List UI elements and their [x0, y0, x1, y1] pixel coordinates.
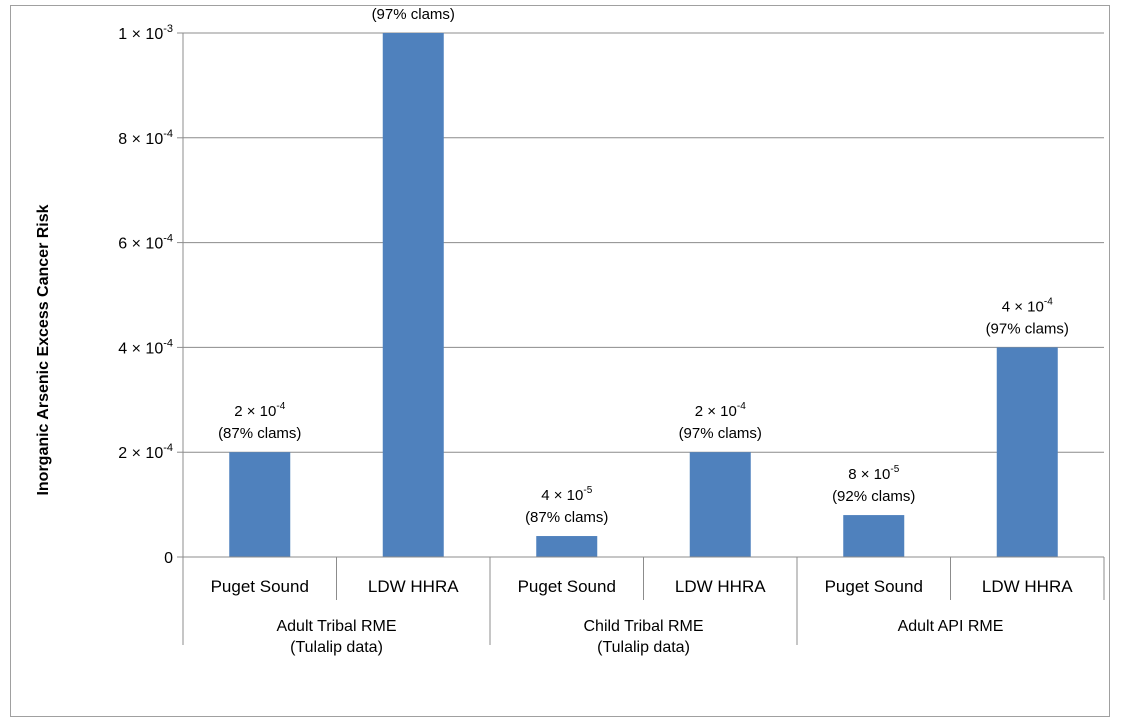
data-label-value: 4 × 10-4: [1002, 296, 1053, 315]
category-label: LDW HHRA: [982, 577, 1073, 596]
bar: [689, 452, 751, 557]
data-label-note: (87% clams): [525, 509, 608, 526]
y-tick-label: 0: [164, 550, 173, 567]
data-label-value: 8 × 10-5: [848, 464, 899, 483]
y-tick-label: 1 × 10-3: [118, 23, 173, 43]
category-label: Puget Sound: [211, 577, 309, 596]
data-label-value: 4 × 10-5: [541, 485, 592, 504]
bars: [229, 33, 1058, 557]
data-label-value: 2 × 10-4: [234, 401, 285, 420]
y-tick-label: 8 × 10-4: [118, 128, 173, 148]
y-tick-label: 4 × 10-4: [118, 337, 173, 357]
chart-frame: [10, 5, 1110, 717]
y-tick-label: 2 × 10-4: [118, 442, 173, 462]
bar: [382, 33, 444, 557]
category-label: Puget Sound: [518, 577, 616, 596]
data-labels: 2 × 10-4 (87% clams) 1 × 10-3 (97% clams) 4 …: [218, 0, 1069, 526]
axes: 0 2 × 10-4 4 × 10-4 6 × 10-4 8 × 10-4 1 × 10-…: [118, 23, 1105, 656]
gridlines: [183, 32, 1104, 453]
group-label: (Tulalip data): [290, 639, 383, 656]
group-label: (Tulalip data): [597, 639, 690, 656]
bar: [229, 452, 291, 557]
y-axis-label: Inorganic Arsenic Excess Cancer Risk: [35, 204, 52, 495]
data-label-value: 2 × 10-4: [695, 401, 746, 420]
data-label-note: (97% clams): [372, 6, 455, 23]
category-label: LDW HHRA: [368, 577, 459, 596]
data-label-value: 1 × 10-3: [388, 0, 439, 1]
category-label: LDW HHRA: [675, 577, 766, 596]
data-label-note: (97% clams): [679, 425, 762, 442]
bar: [843, 515, 905, 557]
category-label: Puget Sound: [825, 577, 923, 596]
data-label-note: (87% clams): [218, 425, 301, 442]
bar: [536, 536, 598, 557]
y-tick-label: 6 × 10-4: [118, 233, 173, 253]
group-label: Adult API RME: [898, 618, 1004, 635]
data-label-note: (97% clams): [986, 320, 1069, 337]
data-label-note: (92% clams): [832, 488, 915, 505]
bar: [996, 347, 1058, 557]
group-label: Adult Tribal RME: [276, 618, 396, 635]
group-label: Child Tribal RME: [583, 618, 703, 635]
